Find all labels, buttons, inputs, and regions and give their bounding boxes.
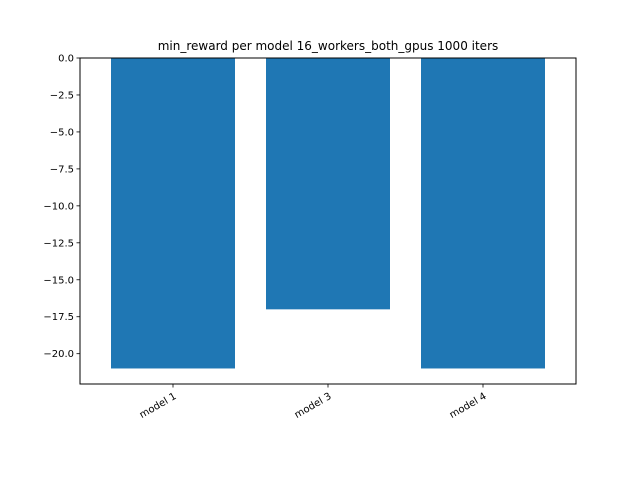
y-tick-label: −5.0	[50, 127, 74, 138]
y-tick-label: −12.5	[43, 238, 74, 249]
y-tick-label: −17.5	[43, 312, 74, 323]
axes-frame	[79, 57, 577, 385]
bar-model-4	[421, 58, 545, 369]
y-tick-label: 0.0	[58, 54, 74, 65]
bar-model-1	[111, 58, 235, 369]
y-tick-label: −15.0	[43, 275, 74, 286]
bars-group	[111, 58, 545, 369]
y-tick-label: −20.0	[43, 349, 74, 360]
y-tick-label: −7.5	[50, 164, 74, 175]
y-axis: 0.0 −2.5 −5.0 −7.5 −10.0 −12.5 −15.0 −17.5 −20.0	[43, 54, 80, 360]
y-tick-label: −10.0	[43, 201, 74, 212]
y-tick-label: −2.5	[50, 90, 74, 101]
chart-title: min_reward per model 16_workers_both_gpu…	[158, 39, 499, 53]
bar-model-3	[266, 58, 390, 310]
